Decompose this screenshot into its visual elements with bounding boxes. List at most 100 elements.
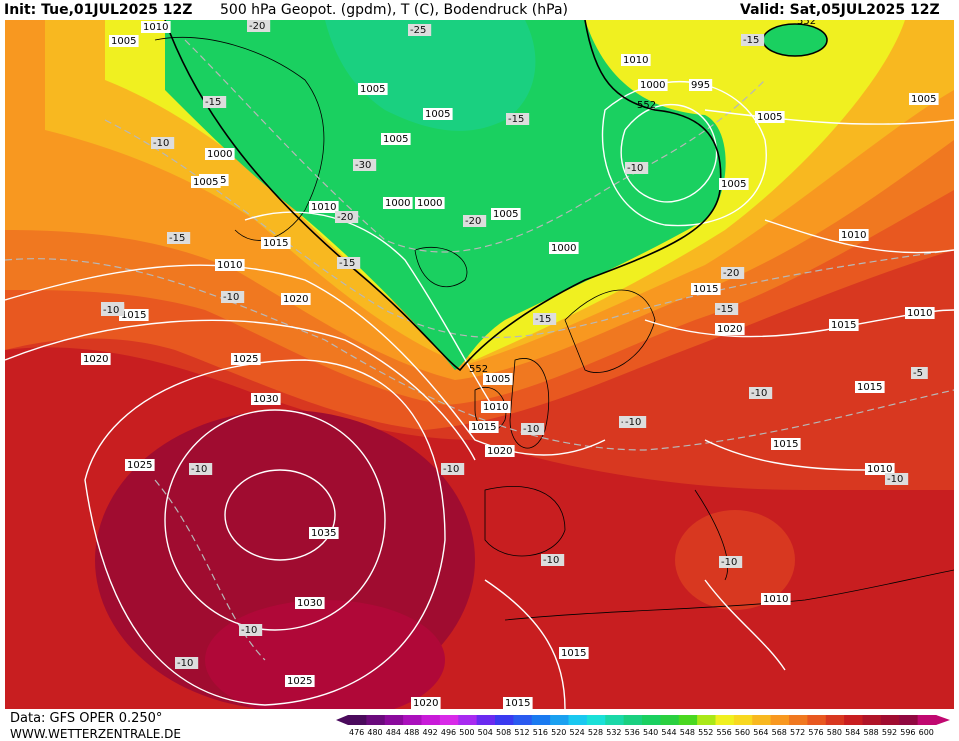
svg-text:1025: 1025 (127, 460, 152, 471)
pressure-label: 1020 (411, 697, 441, 709)
svg-text:1020: 1020 (487, 446, 512, 457)
temperature-label: -10 (221, 291, 245, 303)
temperature-label: -10 (441, 463, 465, 475)
weather-map: 1010 1005 1005 1000 1005 1010 1005 1005 1000 1015… (5, 20, 954, 709)
svg-text:1005: 1005 (493, 209, 518, 220)
temperature-label: -20 (463, 215, 487, 227)
legend-swatch (403, 715, 422, 725)
svg-text:1005: 1005 (911, 94, 936, 105)
svg-text:1010: 1010 (311, 202, 336, 213)
svg-text:1020: 1020 (283, 294, 308, 305)
svg-text:1015: 1015 (121, 310, 146, 321)
pressure-label: 1015 (771, 438, 801, 450)
pressure-label: 1005 (109, 35, 139, 47)
pressure-label: 1000 (549, 242, 579, 254)
legend-tick-label: 552 (698, 728, 713, 737)
svg-text:-10: -10 (721, 557, 737, 568)
iceland-coast (414, 246, 468, 288)
pressure-label: 1015 (119, 309, 149, 321)
legend-swatch (623, 715, 643, 725)
svg-text:1015: 1015 (561, 648, 586, 659)
data-source: Data: GFS OPER 0.250° (10, 711, 163, 726)
italy-coast (694, 489, 729, 581)
legend-ticks: 476 480 484 488 492 496 500 504 508 512 516 520 524 5… (349, 728, 934, 737)
legend-swatch (880, 715, 900, 725)
pressure-label: 1030 (251, 393, 281, 405)
svg-text:-15: -15 (339, 258, 355, 269)
legend-tick-label: 548 (680, 728, 695, 737)
svg-text:1005: 1005 (193, 177, 218, 188)
pressure-label: 1020 (81, 353, 111, 365)
temperature-label: -15 (506, 113, 530, 125)
legend-tick-label: 556 (717, 728, 732, 737)
pressure-label: 1005 (909, 93, 939, 105)
legend-swatch (495, 715, 514, 725)
svg-text:1005: 1005 (721, 179, 746, 190)
legend-tick-label: 484 (386, 728, 401, 737)
ireland-coast (474, 387, 507, 432)
svg-text:-15: -15 (535, 314, 551, 325)
svg-text:1015: 1015 (471, 422, 496, 433)
scandinavia-coast (564, 289, 656, 373)
pressure-label: 1005 (755, 111, 785, 123)
svg-text:1015: 1015 (263, 238, 288, 249)
legend-tick-label: 600 (919, 728, 934, 737)
isobar-1015 (5, 264, 606, 456)
svg-text:552: 552 (797, 20, 816, 27)
pressure-label: 1005 (719, 178, 749, 190)
legend-swatch (770, 715, 790, 725)
svg-text:-5: -5 (913, 368, 923, 379)
pressure-label: 1005 (191, 176, 221, 188)
isotherm-minus10-south (154, 479, 266, 661)
legend-swatch (678, 715, 698, 725)
legend-tick-label: 564 (753, 728, 768, 737)
temperature-label: -15 (741, 34, 765, 46)
legend-tick-label: 576 (808, 728, 823, 737)
pressure-label: 1010 (309, 201, 339, 213)
geopotential-label: 552 (469, 364, 488, 375)
pressure-label: 1015 (559, 647, 589, 659)
legend-swatch (660, 715, 680, 725)
legend-tick-label: 560 (735, 728, 750, 737)
pressure-label: 1020 (715, 323, 745, 335)
svg-text:1005: 1005 (757, 112, 782, 123)
legend-tick-label: 592 (882, 728, 897, 737)
legend-tick-label: 540 (643, 728, 658, 737)
temperature-label: -10 (521, 423, 545, 435)
svg-text:1015: 1015 (505, 698, 530, 709)
legend-swatch (715, 715, 735, 725)
legend-tick-label: 580 (827, 728, 842, 737)
isobar-1010-east (764, 219, 954, 254)
temperature-label: -10 (151, 137, 175, 149)
header-bar: Init: Tue,01JUL2025 12Z 500 hPa Geopot. … (0, 0, 959, 20)
legend-swatch (917, 715, 937, 725)
svg-text:1010: 1010 (143, 22, 168, 33)
legend-tick-label: 528 (588, 728, 603, 737)
svg-text:1005: 1005 (111, 36, 136, 47)
svg-text:-10: -10 (223, 292, 239, 303)
pressure-label: 1000 (383, 197, 413, 209)
svg-text:-15: -15 (169, 233, 185, 244)
legend-tick-label: 532 (606, 728, 621, 737)
pressure-label: 1005 (381, 133, 411, 145)
legend-swatch (348, 715, 367, 725)
legend-tick-label: 544 (661, 728, 676, 737)
isotherm-minus10 (5, 258, 954, 451)
legend-swatch (421, 715, 441, 725)
svg-text:552: 552 (637, 100, 656, 111)
pressure-label: 1010 (761, 593, 791, 605)
pressure-label: 1025 (125, 459, 155, 471)
isobar-1025 (84, 359, 446, 706)
svg-text:1000: 1000 (207, 149, 232, 160)
temperature-label: -10 (101, 304, 125, 316)
temperature-label: -10 (719, 556, 743, 568)
legend-tick-label: 520 (551, 728, 566, 737)
legend-arrow-right (936, 715, 950, 725)
field-548 (325, 20, 536, 131)
svg-text:1015: 1015 (693, 284, 718, 295)
pressure-label: 1030 (295, 597, 325, 609)
isobar-1000-east (704, 109, 954, 125)
pressure-label: 1035 (309, 527, 339, 539)
legend-tick-label: 568 (772, 728, 787, 737)
pressure-label: 1010 (481, 401, 511, 413)
